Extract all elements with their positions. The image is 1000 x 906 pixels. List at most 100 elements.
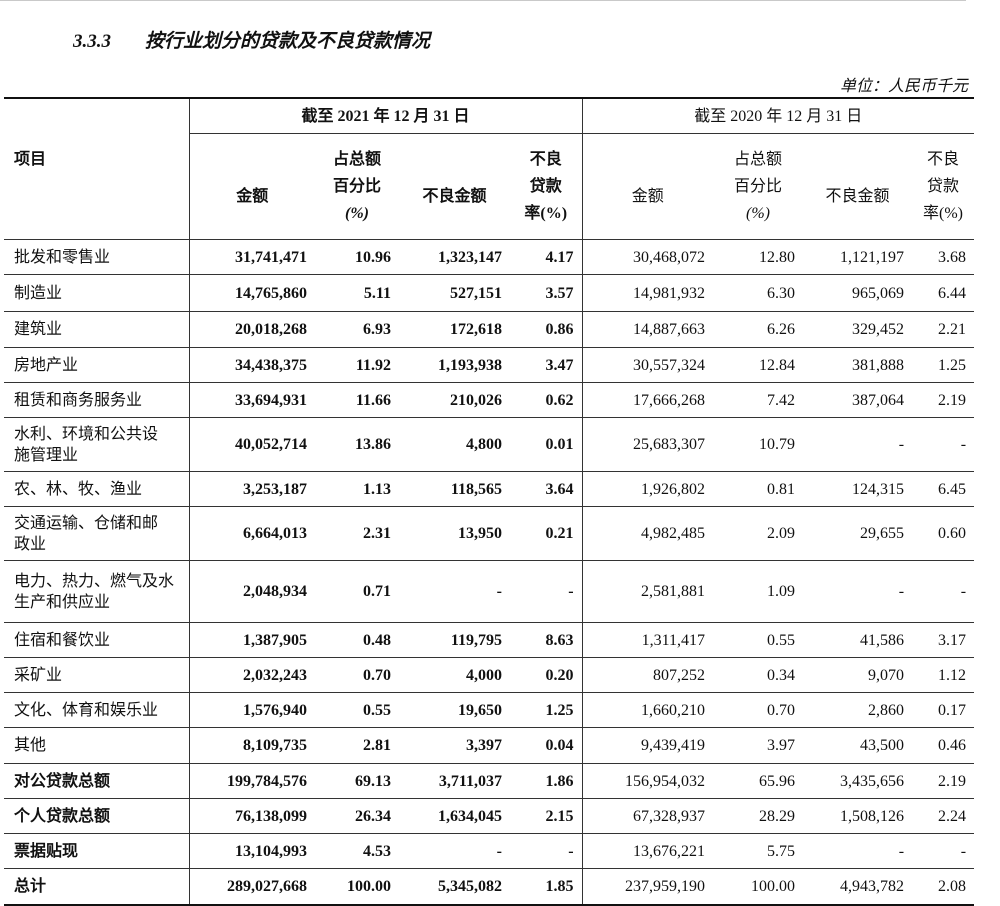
cell-n21: 4,800: [399, 417, 510, 472]
cell-a21: 33,694,931: [189, 382, 315, 418]
cell-r20: -: [912, 560, 975, 623]
cell-s20: 6.26: [713, 311, 804, 348]
cell-r20: 2.24: [912, 798, 975, 834]
cell-s20: 100.00: [713, 868, 804, 905]
cell-n21: 1,323,147: [399, 239, 510, 275]
cell-n20: 41,586: [803, 622, 913, 658]
table-row: 对公贷款总额 199,784,576 69.13 3,711,037 1.86 156,9…: [4, 763, 975, 799]
cell-r20: 0.60: [912, 506, 975, 561]
row-label-line: 交通运输、仓储和邮: [14, 514, 159, 532]
row-label-line: 电力、热力、燃气及水: [14, 572, 175, 590]
cell-r20: 1.25: [912, 347, 975, 383]
item-column-header: 项目: [14, 151, 47, 168]
table-row: 批发和零售业 31,741,471 10.96 1,323,147 4.17 30,468…: [4, 239, 975, 275]
cell-a21: 14,765,860: [189, 274, 315, 312]
cell-r20: 2.08: [912, 868, 975, 905]
row-label-line: 个人贷款总额: [14, 807, 111, 825]
table-row: 住宿和餐饮业 1,387,905 0.48 119,795 8.63 1,311,417 0…: [4, 622, 975, 658]
cell-n21: 1,193,938: [399, 347, 510, 383]
row-label: 制造业: [4, 274, 190, 312]
cell-a21: 1,387,905: [189, 622, 315, 658]
row-label-line: 住宿和餐饮业: [14, 631, 111, 649]
period-2021-header: 截至 2021 年 12 月 31 日: [189, 98, 583, 134]
cell-r20: -: [912, 833, 975, 869]
table-row: 农、林、牧、渔业 3,253,187 1.13 118,565 3.64 1,926,80…: [4, 471, 975, 507]
cell-r20: 6.44: [912, 274, 975, 312]
cell-r21: 3.64: [510, 471, 583, 507]
row-label-line: 批发和零售业: [14, 248, 111, 266]
table-row: 租赁和商务服务业 33,694,931 11.66 210,026 0.62 17,666…: [4, 382, 975, 418]
cell-r21: 1.86: [510, 763, 583, 799]
cell-s21: 11.66: [315, 382, 399, 418]
cell-r21: 4.17: [510, 239, 583, 275]
cell-s21: 4.53: [315, 833, 399, 869]
cell-s21: 26.34: [315, 798, 399, 834]
cell-n20: -: [803, 417, 913, 472]
cell-n20: 381,888: [803, 347, 913, 383]
cell-n21: -: [399, 560, 510, 623]
table-body: 批发和零售业 31,741,471 10.96 1,323,147 4.17 30,468…: [4, 239, 975, 905]
cell-a21: 2,048,934: [189, 560, 315, 623]
row-label: 对公贷款总额: [4, 763, 190, 799]
cell-a21: 6,664,013: [189, 506, 315, 561]
row-label-line: 农、林、牧、渔业: [14, 480, 143, 498]
cell-a20: 2,581,881: [581, 560, 714, 623]
row-label: 水利、环境和公共设 施管理业: [4, 417, 190, 472]
cell-n21: 4,000: [399, 657, 510, 693]
row-label: 票据贴现: [4, 833, 190, 869]
cell-a20: 1,311,417: [581, 622, 714, 658]
col-npl-2020: 不良金额: [803, 133, 913, 240]
table-row: 票据贴现 13,104,993 4.53- -13,676,221 5.75- -: [4, 833, 975, 869]
cell-s21: 0.48: [315, 622, 399, 658]
cell-r21: 0.21: [510, 506, 583, 561]
table-row: 个人贷款总额 76,138,099 26.34 1,634,045 2.15 67,328…: [4, 798, 975, 834]
row-label: 房地产业: [4, 347, 190, 383]
period-2020-header: 截至 2020 年 12 月 31 日: [581, 98, 975, 134]
cell-n20: 1,508,126: [803, 798, 913, 834]
cell-a20: 156,954,032: [581, 763, 714, 799]
row-label: 批发和零售业: [4, 239, 190, 275]
cell-r21: 3.47: [510, 347, 583, 383]
cell-r20: 3.17: [912, 622, 975, 658]
table-row: 水利、环境和公共设 施管理业 40,052,714 13.86 4,800 0.01 25,…: [4, 417, 975, 472]
col-share-2020: 占总额 百分比 (%): [713, 133, 804, 240]
cell-n20: 43,500: [803, 727, 913, 764]
cell-a20: 237,959,190: [581, 868, 714, 905]
table-row: 制造业 14,765,860 5.11 527,151 3.57 14,981,932 6.…: [4, 274, 975, 312]
cell-r20: 0.46: [912, 727, 975, 764]
cell-a20: 30,468,072: [581, 239, 714, 275]
cell-r21: 1.85: [510, 868, 583, 905]
cell-a21: 76,138,099: [189, 798, 315, 834]
cell-n20: 4,943,782: [803, 868, 913, 905]
cell-r20: 3.68: [912, 239, 975, 275]
row-label-line: 施管理业: [14, 446, 79, 464]
cell-a20: 67,328,937: [581, 798, 714, 834]
cell-n20: 965,069: [803, 274, 913, 312]
cell-r21: 0.86: [510, 311, 583, 348]
cell-s20: 0.70: [713, 692, 804, 728]
cell-s21: 6.93: [315, 311, 399, 348]
cell-a21: 40,052,714: [189, 417, 315, 472]
cell-s21: 2.81: [315, 727, 399, 764]
cell-r21: 3.57: [510, 274, 583, 312]
row-label: 电力、热力、燃气及水 生产和供应业: [4, 560, 190, 623]
top-rule: [0, 0, 966, 1]
cell-r20: -: [912, 417, 975, 472]
row-label-line: 房地产业: [14, 356, 79, 374]
cell-n20: 2,860: [803, 692, 913, 728]
col-npl-ratio-2020: 不良 贷款 率(%): [912, 133, 975, 240]
row-label-line: 生产和供应业: [14, 593, 111, 611]
cell-n21: -: [399, 833, 510, 869]
cell-s21: 5.11: [315, 274, 399, 312]
cell-s21: 0.55: [315, 692, 399, 728]
cell-a21: 2,032,243: [189, 657, 315, 693]
cell-n20: 329,452: [803, 311, 913, 348]
row-label: 建筑业: [4, 311, 190, 348]
cell-r21: 0.04: [510, 727, 583, 764]
cell-s20: 1.09: [713, 560, 804, 623]
row-label: 交通运输、仓储和邮 政业: [4, 506, 190, 561]
cell-s20: 5.75: [713, 833, 804, 869]
cell-r20: 2.19: [912, 763, 975, 799]
row-label-line: 总计: [14, 877, 47, 895]
cell-s20: 28.29: [713, 798, 804, 834]
